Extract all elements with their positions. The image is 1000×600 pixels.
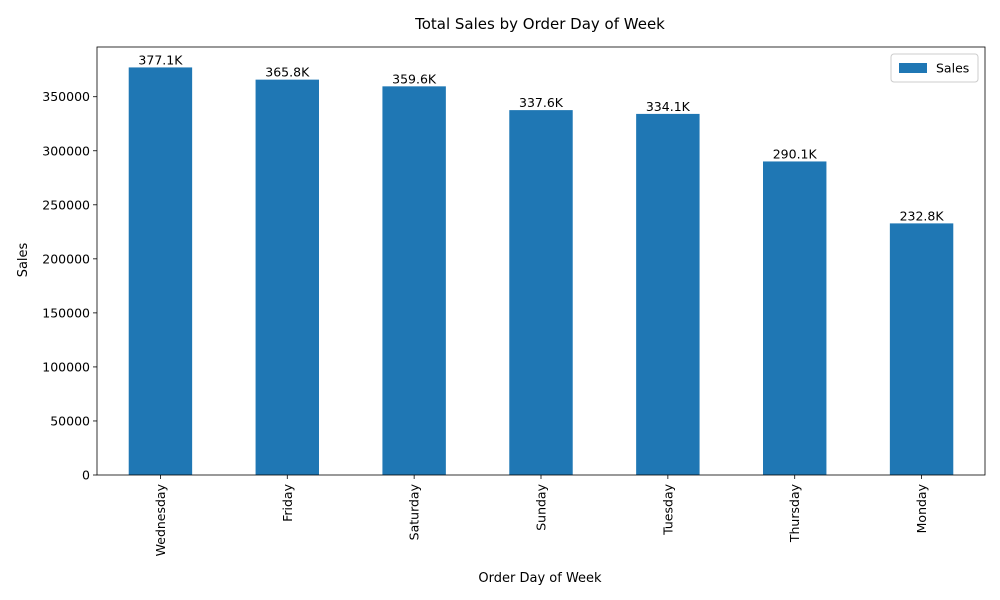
legend: Sales: [890, 53, 979, 83]
x-axis-label: Order Day of Week: [478, 571, 602, 586]
bar-monday: [889, 223, 954, 475]
y-tick-label: 350000: [42, 89, 90, 104]
data-label-monday: 232.8K: [900, 208, 945, 223]
data-label-tuesday: 334.1K: [646, 99, 691, 114]
x-tick-label-wednesday: Wednesday: [153, 483, 168, 556]
bar-saturday: [382, 86, 446, 475]
y-tick-label: 200000: [42, 251, 90, 266]
legend-swatch-sales: [899, 63, 927, 73]
x-tick-label-monday: Monday: [914, 483, 929, 533]
chart-title: Total Sales by Order Day of Week: [414, 15, 665, 33]
x-tick-label-thursday: Thursday: [787, 483, 802, 543]
legend-label-sales: Sales: [936, 61, 969, 76]
x-tick-label-tuesday: Tuesday: [660, 483, 675, 535]
bar-tuesday: [636, 113, 700, 475]
plot-area: 377.1K Wednesday 365.8K Friday 359.6K Saturda…: [42, 46, 986, 556]
y-tick-label: 300000: [42, 143, 90, 158]
plot-frame: [96, 46, 986, 476]
data-label-sunday: 337.6K: [519, 95, 564, 110]
bar-wednesday: [128, 67, 193, 475]
y-axis-label: Sales: [16, 242, 31, 277]
y-tick-label: 150000: [42, 305, 90, 320]
y-tick-label: 250000: [42, 197, 90, 212]
data-label-thursday: 290.1K: [773, 146, 818, 161]
data-label-saturday: 359.6K: [392, 71, 437, 86]
bar-thursday: [763, 161, 827, 475]
y-tick-label: 0: [82, 468, 90, 483]
x-tick-label-sunday: Sunday: [534, 483, 549, 530]
y-tick-label: 50000: [50, 413, 90, 428]
bar-friday: [255, 79, 319, 475]
bar-sunday: [509, 110, 573, 475]
legend-box: [890, 53, 979, 83]
data-label-wednesday: 377.1K: [138, 52, 183, 67]
x-tick-label-friday: Friday: [280, 483, 295, 521]
data-label-friday: 365.8K: [265, 65, 310, 80]
x-tick-label-saturday: Saturday: [407, 483, 422, 540]
y-tick-label: 100000: [42, 359, 90, 374]
